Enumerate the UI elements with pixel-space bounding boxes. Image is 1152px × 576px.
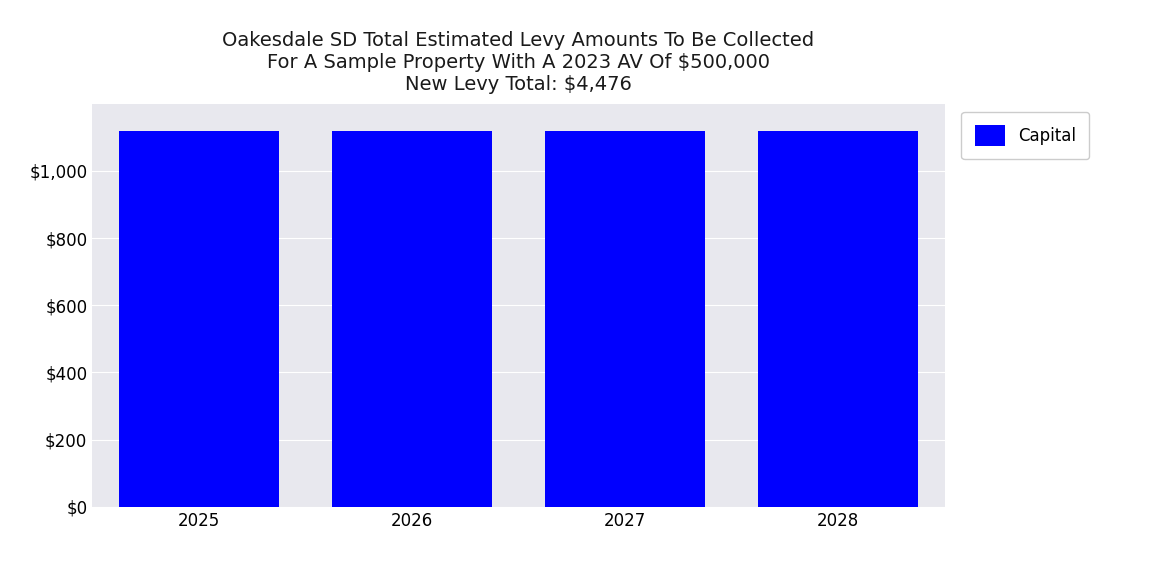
Bar	[332, 131, 492, 507]
Title: Oakesdale SD Total Estimated Levy Amounts To Be Collected
For A Sample Property : Oakesdale SD Total Estimated Levy Amount…	[222, 31, 814, 94]
Bar	[758, 131, 918, 507]
Bar	[119, 131, 279, 507]
Legend: Capital: Capital	[962, 112, 1090, 159]
Bar	[545, 131, 705, 507]
